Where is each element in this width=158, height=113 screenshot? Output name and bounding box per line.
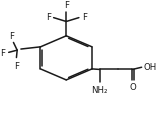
Text: F: F — [82, 13, 87, 22]
Text: F: F — [1, 49, 6, 58]
Text: F: F — [14, 61, 19, 70]
Text: F: F — [9, 31, 15, 40]
Text: OH: OH — [143, 62, 157, 71]
Text: NH₂: NH₂ — [91, 86, 108, 95]
Text: F: F — [46, 13, 51, 22]
Text: F: F — [64, 1, 69, 10]
Text: O: O — [129, 82, 136, 91]
